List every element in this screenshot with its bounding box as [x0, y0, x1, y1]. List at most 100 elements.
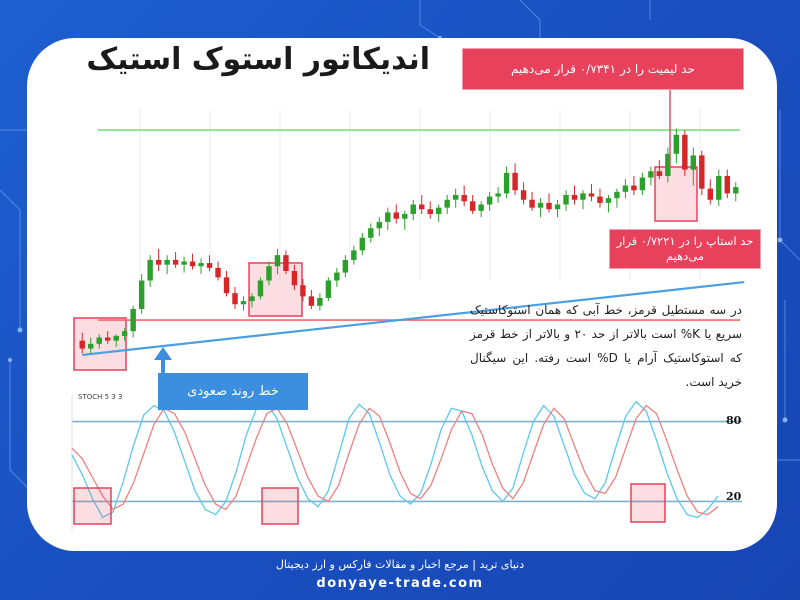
candle: [317, 297, 323, 306]
candle: [597, 196, 603, 203]
candle: [215, 267, 221, 278]
stoch-signal-box: [630, 483, 666, 523]
candle: [614, 191, 620, 199]
limit-callout: حد لیمیت را در ۰/۷۳۴۱ قرار می‌دهیم: [462, 48, 744, 90]
candle: [232, 293, 238, 305]
candle: [164, 259, 170, 265]
candle: [257, 280, 264, 297]
candle: [724, 176, 730, 194]
candle: [503, 172, 510, 194]
candle: [554, 204, 561, 210]
candle: [121, 331, 128, 336]
footer-website: donyaye-trade.com: [316, 576, 484, 591]
candle: [249, 296, 255, 302]
stoch-signal-box: [261, 487, 299, 525]
candle: [342, 259, 349, 273]
candle: [427, 209, 433, 214]
candle: [529, 199, 535, 208]
candle: [283, 255, 289, 271]
candle: [393, 212, 399, 219]
candle: [410, 204, 416, 214]
stop-callout-line2: می‌دهیم: [665, 249, 705, 263]
stoch-signal-box: [73, 487, 112, 525]
candle: [520, 190, 527, 200]
stop-callout-line1: حد استاپ را در ۰/۷۲۲۱ قرار: [616, 234, 754, 248]
footer-tagline: دنیای ترید | مرجع اخبار و مقالات فارکس و…: [275, 558, 525, 571]
candle: [88, 343, 94, 349]
candle: [716, 176, 722, 200]
candle: [291, 271, 298, 286]
level-20-label: 20: [726, 490, 742, 503]
candle: [138, 280, 145, 309]
candle: [147, 259, 153, 281]
candle: [274, 255, 281, 267]
candle: [240, 301, 247, 305]
candle: [699, 155, 705, 189]
candle: [113, 335, 119, 341]
candle: [461, 195, 467, 202]
candle: [648, 171, 654, 178]
candle: [351, 250, 357, 260]
candle: [478, 204, 484, 211]
candle: [588, 193, 595, 197]
candle: [435, 207, 442, 214]
candle: [682, 134, 688, 170]
level-80-label: 80: [726, 414, 742, 427]
candle: [673, 134, 680, 154]
trend-line: [82, 280, 745, 357]
candle: [622, 185, 629, 192]
candle: [571, 195, 578, 200]
candle: [172, 259, 179, 265]
stop-callout: حد استاپ را در ۰/۷۲۲۱ قرار می‌دهیم: [609, 229, 761, 269]
page-title: اندیکاتور استوک استیک: [86, 42, 430, 77]
candle: [656, 171, 663, 176]
candle: [359, 237, 366, 251]
candle: [402, 214, 408, 219]
candle: [181, 261, 187, 265]
candle: [486, 196, 493, 205]
candle: [206, 263, 213, 268]
candle: [452, 195, 459, 200]
candle: [308, 296, 315, 306]
stoch-k-line: [71, 400, 719, 519]
candle: [495, 193, 501, 197]
candle: [605, 198, 612, 203]
candle: [334, 272, 340, 281]
candle: [469, 201, 476, 211]
candle: [639, 177, 646, 191]
candle: [300, 285, 306, 297]
stoch-title: STOCH 5 3 3: [78, 393, 123, 401]
candle: [189, 261, 196, 267]
content-card: [27, 38, 777, 551]
candle: [198, 263, 204, 267]
trend-callout: خط روند صعودی: [158, 373, 308, 410]
candle: [537, 202, 544, 208]
candle: [444, 199, 450, 208]
limit-callout-text: حد لیمیت را در ۰/۷۳۴۱ قرار می‌دهیم: [511, 62, 695, 76]
candle: [104, 337, 111, 341]
candle: [512, 172, 518, 191]
candle: [130, 309, 136, 332]
candle: [563, 195, 569, 205]
trend-arrow-head: [154, 347, 172, 360]
candle: [665, 153, 671, 176]
candle: [733, 187, 739, 194]
candle: [690, 155, 697, 170]
candle: [155, 259, 162, 265]
candle: [79, 340, 85, 349]
description-text: در سه مستطیل قرمز، خط آبی که همان استوکا…: [470, 303, 742, 389]
candle: [266, 266, 272, 281]
candle: [376, 221, 383, 229]
candle: [385, 212, 391, 222]
candle: [580, 193, 586, 200]
candle: [707, 188, 714, 200]
candle: [419, 204, 425, 210]
candle: [223, 277, 230, 294]
stoch-d-line: [71, 404, 719, 516]
candle: [96, 337, 102, 344]
candle: [368, 228, 374, 238]
candle: [546, 202, 552, 210]
candle: [631, 185, 637, 191]
candle: [325, 280, 332, 298]
